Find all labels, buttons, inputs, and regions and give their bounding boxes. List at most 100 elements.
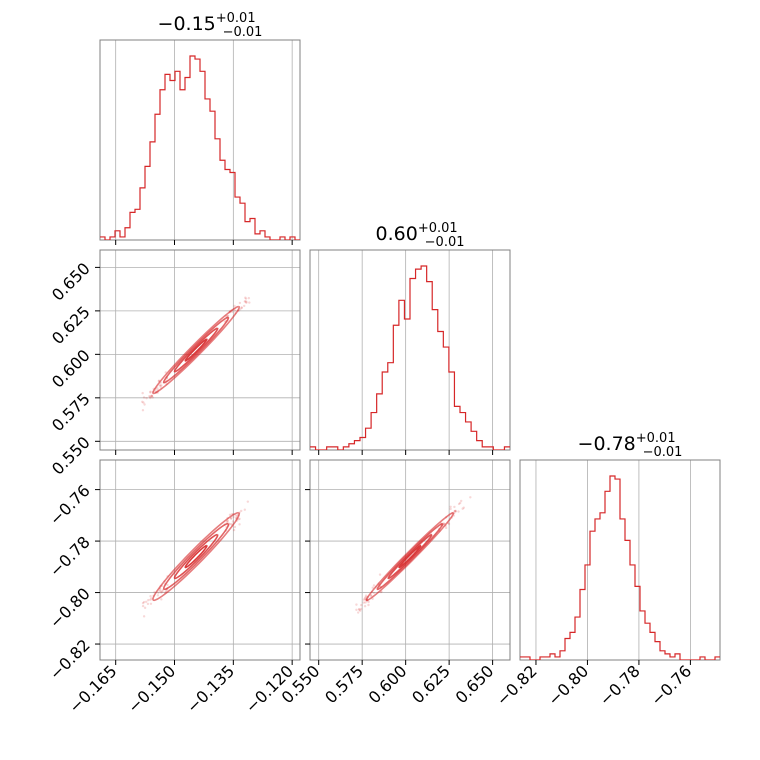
scatter-point	[145, 600, 148, 604]
scatter-point	[240, 509, 243, 513]
density-contour	[398, 544, 422, 569]
density-contour	[152, 511, 240, 602]
scatter-point	[158, 589, 161, 593]
x-tick-label: 0.625	[408, 661, 454, 707]
scatter-point	[457, 510, 460, 513]
scatter-point	[460, 499, 463, 503]
scatter-point	[142, 600, 146, 604]
scatter-point	[358, 609, 362, 612]
title-plus: +0.01	[418, 221, 458, 236]
density-contour	[152, 305, 240, 395]
scatter-point	[232, 515, 235, 519]
scatter-point	[459, 501, 462, 505]
scatter-point	[244, 300, 247, 303]
scatter-point	[364, 596, 367, 599]
scatter-point	[363, 604, 367, 608]
scatter-point	[453, 505, 456, 509]
scatter-point	[143, 403, 146, 406]
y-tick-label: −0.80	[46, 584, 94, 632]
scatter-point	[149, 602, 153, 605]
density-contour	[162, 316, 230, 384]
panel-frame	[519, 459, 721, 661]
title-p2: −0.78+0.01 −0.01	[578, 431, 683, 460]
histogram-p0	[100, 55, 300, 240]
scatter-point	[160, 591, 163, 594]
scatter-point	[165, 589, 168, 592]
title-median: −0.15	[158, 13, 216, 35]
scatter-point	[146, 602, 150, 606]
scatter-point	[141, 601, 145, 605]
scatter-point	[149, 390, 152, 393]
y-tick-label: −0.78	[46, 532, 94, 580]
scatter-point	[142, 401, 145, 404]
scatter-point	[364, 594, 368, 597]
scatter-point	[150, 394, 154, 398]
scatter-content	[141, 296, 251, 412]
scatter-point	[141, 391, 144, 395]
scatter-point	[143, 606, 147, 610]
scatter-point	[357, 607, 361, 611]
y-tick-label: −0.76	[46, 481, 94, 529]
scatter-point	[244, 297, 248, 300]
title-p1: 0.60+0.01 −0.01	[376, 221, 465, 250]
scatter-point	[149, 396, 152, 400]
scatter-point	[240, 306, 244, 310]
scatter-point	[229, 517, 233, 520]
panel-frame	[99, 249, 301, 451]
scatter-point	[148, 394, 151, 398]
scatter-point	[362, 601, 366, 604]
scatter-point	[242, 304, 246, 308]
title-plus: +0.01	[216, 11, 256, 26]
scatter-point	[151, 396, 154, 399]
scatter-point	[371, 586, 374, 589]
scatter-point	[355, 603, 358, 606]
scatter-point	[142, 396, 146, 399]
scatter-point	[372, 591, 376, 595]
x-tick-label: −0.78	[596, 661, 644, 709]
density-contour	[184, 544, 208, 569]
scatter-point	[149, 391, 152, 394]
scatter-point	[246, 500, 250, 503]
scatter-point	[231, 520, 235, 523]
scatter-point	[461, 507, 464, 510]
scatter-point	[356, 611, 360, 614]
scatter-point	[161, 590, 164, 593]
scatter-point	[150, 597, 153, 600]
density-contour	[376, 522, 444, 591]
density-contour	[173, 533, 219, 580]
density-contour	[365, 511, 455, 602]
scatter-point	[362, 598, 366, 601]
y-tick-label: −0.82	[46, 635, 94, 683]
scatter-point	[229, 517, 233, 520]
scatter-point	[457, 502, 461, 506]
scatter-point	[234, 514, 237, 517]
scatter-point	[243, 300, 247, 303]
scatter-point	[232, 528, 236, 532]
y-tick-label: 0.625	[48, 302, 94, 348]
scatter-point	[228, 522, 232, 526]
scatter-point	[239, 308, 242, 311]
scatter-point	[160, 590, 163, 593]
scatter-point	[372, 584, 376, 587]
scatter-point	[240, 306, 243, 309]
x-tick-label: −0.135	[183, 661, 238, 716]
y-tick-label: 0.650	[48, 259, 94, 305]
scatter-point	[247, 296, 251, 300]
scatter-point	[150, 394, 154, 397]
panel-frame	[99, 39, 301, 241]
scatter-point	[150, 394, 153, 398]
x-tick-label: 0.650	[452, 661, 498, 707]
scatter-point	[233, 525, 237, 529]
scatter-point	[454, 509, 457, 513]
scatter-point	[141, 604, 145, 608]
scatter-content	[141, 500, 250, 618]
histogram-p1	[310, 265, 510, 450]
title-minus: −0.01	[425, 235, 465, 250]
scatter-panel-p1-p2	[309, 459, 511, 661]
density-contour	[162, 522, 230, 591]
density-contour	[387, 533, 433, 580]
scatter-point	[149, 395, 152, 399]
scatter-point	[156, 594, 160, 597]
scatter-panel-p0-p2	[99, 459, 301, 661]
